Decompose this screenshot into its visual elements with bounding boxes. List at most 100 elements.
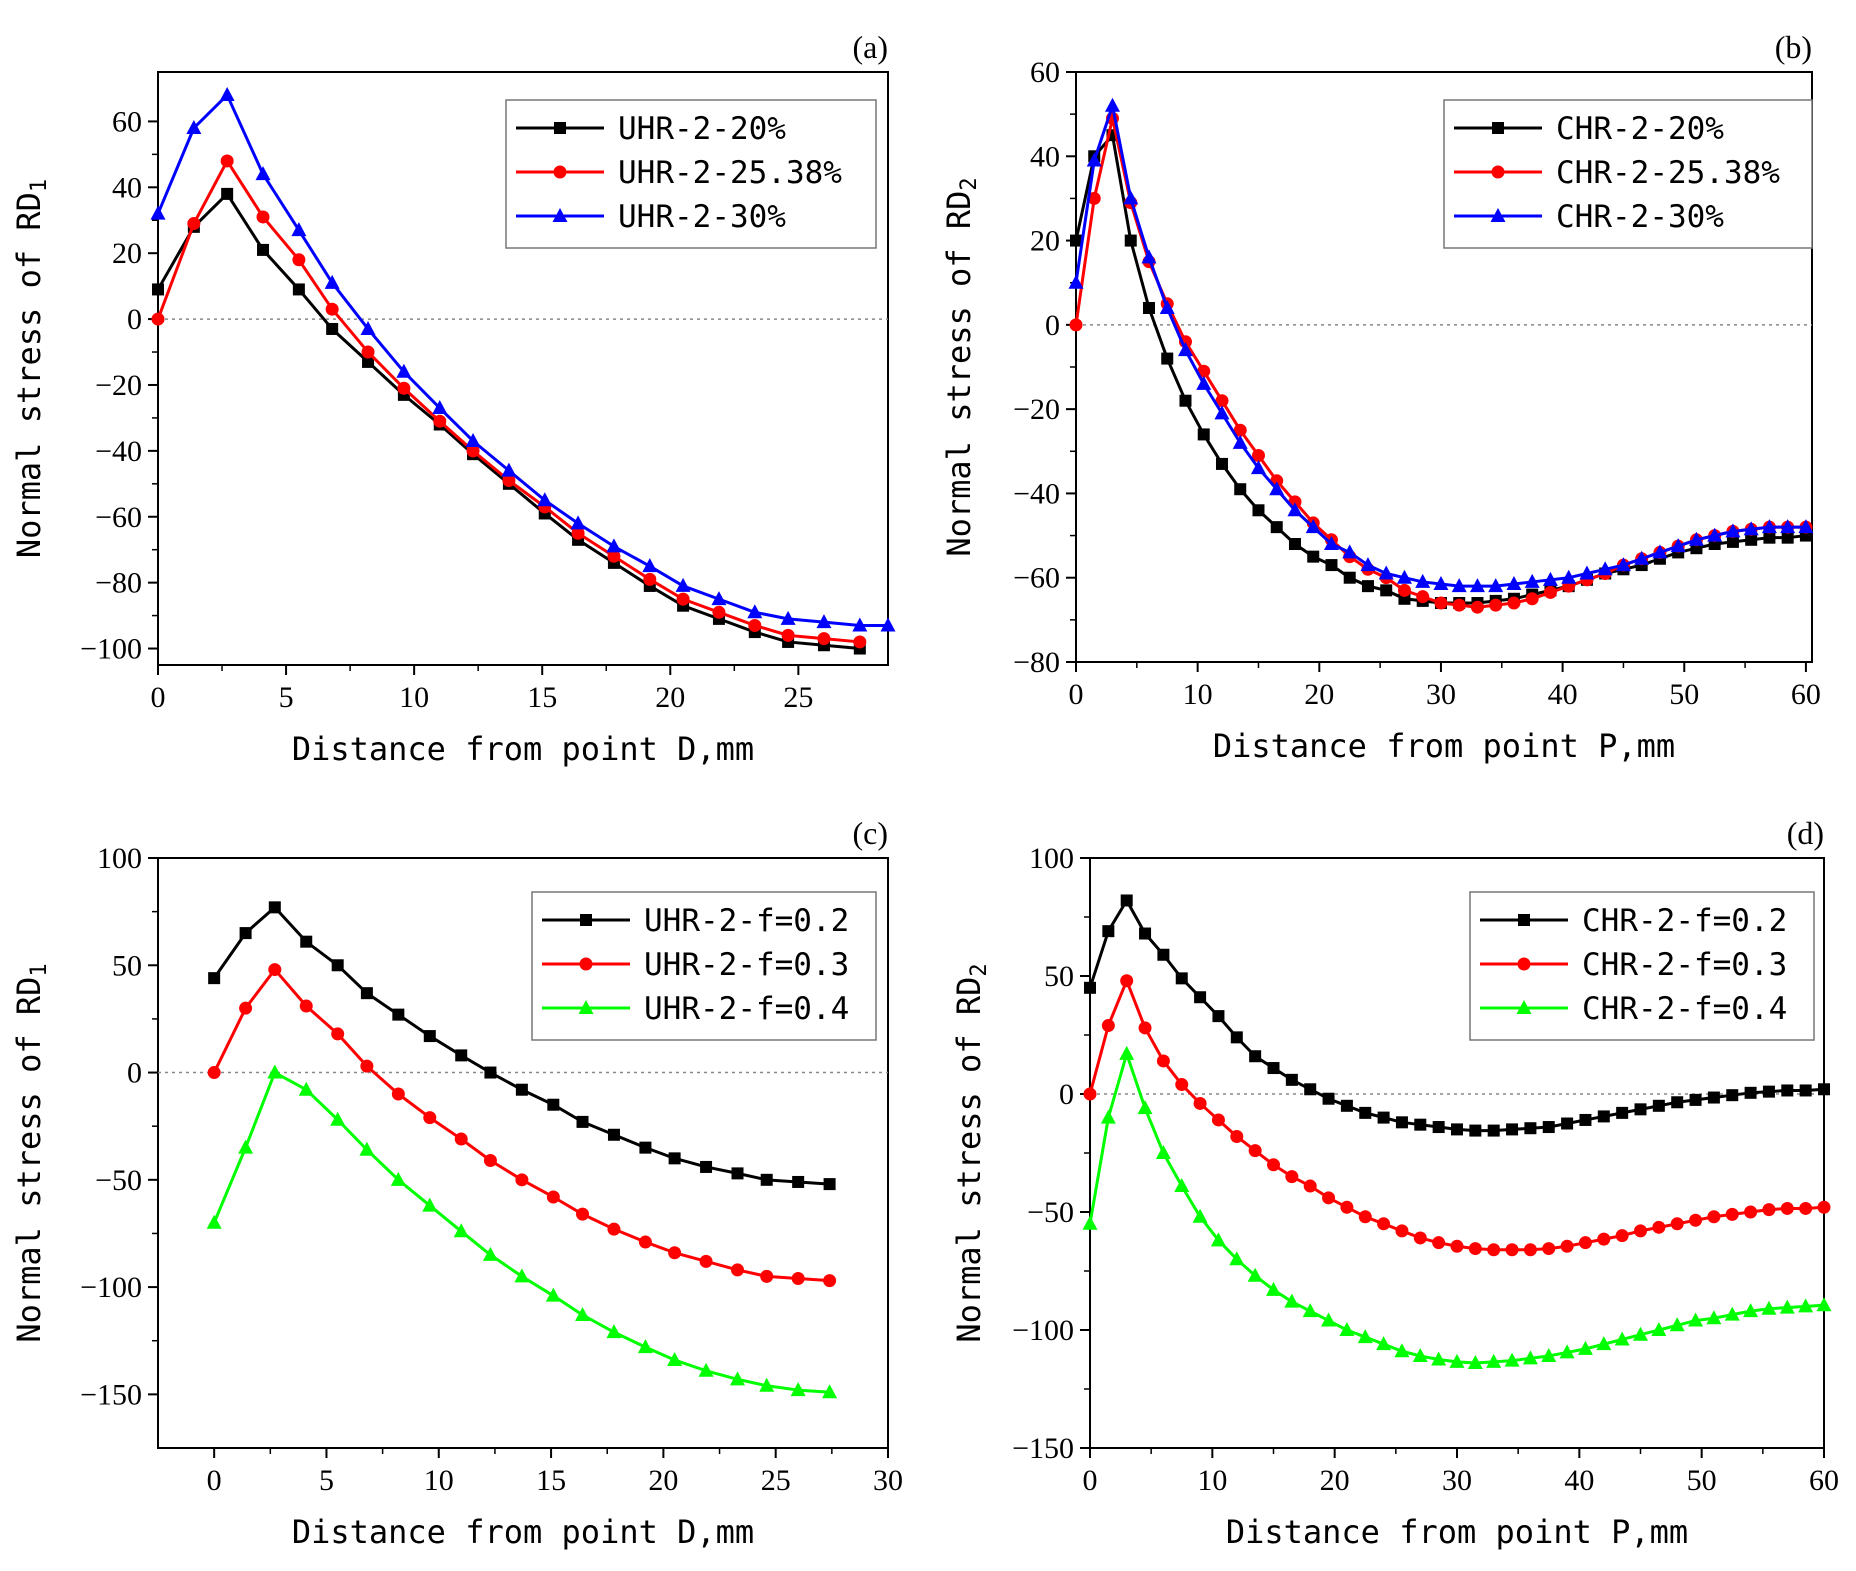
- data-point: [1816, 1297, 1832, 1312]
- data-point: [1270, 521, 1283, 534]
- data-point: [1616, 1106, 1629, 1119]
- x-tick-label: 40: [1548, 678, 1578, 711]
- data-point: [483, 1154, 497, 1168]
- data-point: [606, 1324, 622, 1339]
- data-point: [1743, 1303, 1759, 1318]
- series-1: [208, 901, 836, 1191]
- series-1: [1084, 894, 1830, 1137]
- data-point: [1469, 578, 1485, 593]
- data-point: [1688, 1312, 1704, 1327]
- y-tick-label: 20: [1030, 225, 1060, 258]
- y-axis-label: Normal stress of RD1: [10, 179, 52, 558]
- data-point: [1634, 1224, 1647, 1238]
- data-point: [1230, 1031, 1243, 1044]
- y-axis-label-subscript: 1: [27, 179, 52, 192]
- data-point: [852, 617, 868, 632]
- data-point: [576, 1207, 590, 1221]
- x-axis-label: Distance from point D,mm: [292, 730, 754, 768]
- data-point: [1305, 519, 1321, 534]
- data-point: [1069, 318, 1083, 332]
- data-point: [1542, 571, 1558, 586]
- legend-entry-label: UHR-2-25.38%: [618, 155, 842, 191]
- series-2: [207, 963, 837, 1288]
- legend-entry-label: UHR-2-f=0.4: [644, 991, 849, 1027]
- data-point: [1304, 1083, 1317, 1096]
- data-point: [1449, 1353, 1465, 1368]
- data-point: [1360, 557, 1376, 572]
- data-point: [1377, 1217, 1391, 1231]
- data-point: [1615, 557, 1631, 572]
- data-point: [1469, 1124, 1482, 1137]
- legend-entry-label: CHR-2-25.38%: [1556, 155, 1780, 191]
- data-point: [1248, 1144, 1262, 1158]
- data-point: [1233, 423, 1247, 437]
- series-2: [151, 154, 867, 649]
- data-point: [291, 222, 307, 237]
- data-point: [360, 320, 376, 335]
- data-point: [1762, 1085, 1775, 1098]
- series-3: [1068, 97, 1814, 593]
- data-point: [1412, 1347, 1428, 1362]
- data-point: [1726, 535, 1739, 548]
- data-point: [1214, 405, 1230, 420]
- data-point: [1468, 1242, 1482, 1256]
- data-point: [1450, 1239, 1464, 1253]
- data-point: [1670, 538, 1686, 553]
- data-point: [298, 1081, 314, 1096]
- data-point: [423, 1111, 437, 1125]
- data-point: [638, 1235, 652, 1249]
- series-3: [1082, 1045, 1832, 1370]
- data-point: [1725, 1207, 1739, 1221]
- data-point: [1380, 584, 1393, 597]
- data-point: [1506, 576, 1522, 591]
- data-point: [1230, 1129, 1244, 1143]
- data-point: [1161, 352, 1174, 365]
- x-tick-label: 10: [1183, 678, 1213, 711]
- data-point: [359, 1141, 375, 1156]
- data-point: [1156, 1054, 1170, 1068]
- x-tick-label: 30: [1426, 678, 1456, 711]
- data-point: [1559, 1344, 1575, 1359]
- y-axis-label: Normal stress of RD2: [940, 177, 982, 556]
- panel-label: (a): [852, 29, 888, 65]
- data-point: [360, 1059, 374, 1073]
- data-point: [700, 1160, 713, 1173]
- data-point: [1137, 1100, 1153, 1115]
- data-point: [207, 1066, 221, 1080]
- data-point: [1489, 598, 1503, 612]
- x-tick-label: 25: [783, 681, 813, 714]
- data-point: [668, 1152, 681, 1165]
- data-point: [1124, 234, 1137, 247]
- x-tick-label: 60: [1809, 1464, 1839, 1497]
- data-point: [220, 154, 234, 168]
- legend-entry-label: UHR-2-30%: [618, 199, 786, 235]
- data-point: [1413, 1231, 1427, 1245]
- data-point: [1487, 1243, 1501, 1257]
- legend-box: [505, 99, 877, 249]
- data-point: [1561, 1117, 1574, 1130]
- data-point: [1325, 559, 1338, 572]
- data-point: [1212, 1010, 1225, 1023]
- data-point: [152, 283, 164, 296]
- x-tick-label: 10: [1197, 1464, 1227, 1497]
- data-point: [1577, 1340, 1593, 1355]
- y-axis-label-subscript: 1: [27, 963, 52, 976]
- data-point: [731, 1167, 744, 1180]
- data-point: [1377, 1111, 1390, 1124]
- x-tick-label: 40: [1564, 1464, 1594, 1497]
- data-point: [268, 963, 282, 977]
- data-point: [1102, 925, 1115, 938]
- x-tick-label: 20: [648, 1464, 678, 1497]
- x-tick-label: 10: [399, 681, 429, 714]
- data-point: [676, 592, 690, 606]
- legend: UHR-2-20% UHR-2-25.38% UHR-2-30%: [505, 99, 877, 249]
- data-point: [822, 1384, 838, 1399]
- data-point: [1541, 1347, 1557, 1362]
- data-point: [1689, 1213, 1703, 1227]
- data-point: [1139, 927, 1152, 940]
- data-point: [1524, 1122, 1537, 1135]
- x-tick-label: 20: [1320, 1464, 1350, 1497]
- data-point: [1083, 1087, 1097, 1101]
- data-point: [1431, 1351, 1447, 1366]
- data-point: [1179, 394, 1192, 407]
